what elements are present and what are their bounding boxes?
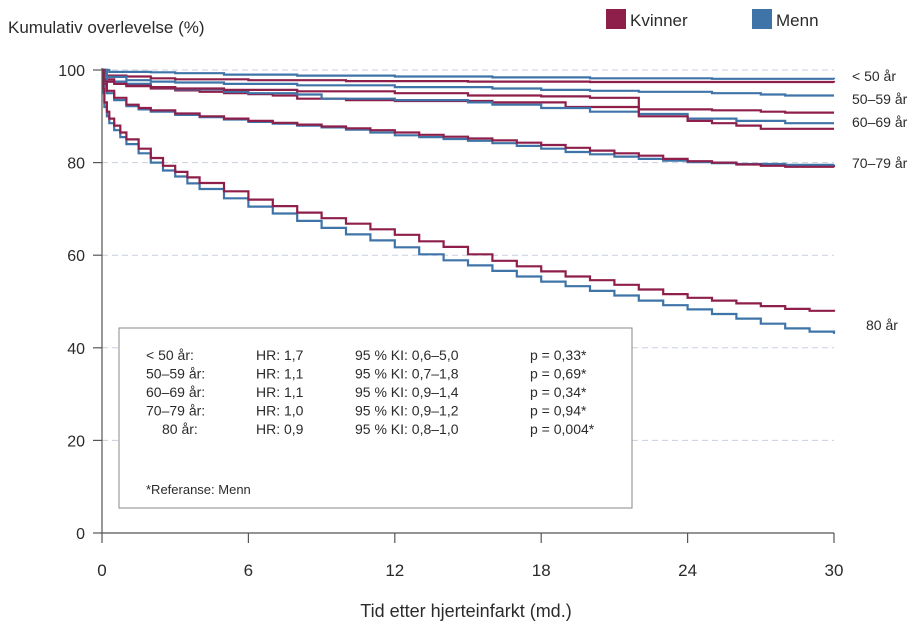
- x-axis-title: Tid etter hjerteinfarkt (md.): [360, 601, 571, 621]
- stats-group-3: 70–79 år:: [146, 403, 205, 419]
- stats-ci-2: 95 % KI: 0,9–1,4: [355, 384, 459, 400]
- y-tick-label-40: 40: [67, 341, 85, 358]
- legend: Kvinner Menn: [606, 9, 819, 30]
- y-axis-title: Kumulativ overlevelse (%): [8, 18, 205, 37]
- stats-p-1: p = 0,69*: [530, 366, 587, 382]
- stats-hr-3: HR: 1,0: [256, 403, 304, 419]
- stats-p-3: p = 0,94*: [530, 403, 587, 419]
- legend-swatch-kvinner: [606, 9, 626, 29]
- y-tick-label-0: 0: [76, 526, 85, 543]
- stats-ci-1: 95 % KI: 0,7–1,8: [355, 366, 459, 382]
- stats-p-2: p = 0,34*: [530, 384, 587, 400]
- group-label-1: 50–59 år: [852, 91, 908, 107]
- group-label-2: 60–69 år: [852, 114, 908, 130]
- y-tick-label-20: 20: [67, 433, 85, 450]
- axes: 0 20 40 60 80 100 0 6 12 18 24 30: [58, 63, 843, 580]
- stats-hr-1: HR: 1,1: [256, 366, 304, 382]
- stats-group-2: 60–69 år:: [146, 384, 205, 400]
- stats-hr-2: HR: 1,1: [256, 384, 304, 400]
- legend-label-menn: Menn: [776, 11, 819, 30]
- stats-p-0: p = 0,33*: [530, 347, 587, 363]
- stats-box-frame: [118, 327, 633, 509]
- x-tick-label-12: 12: [385, 561, 404, 580]
- survival-curves: [102, 68, 836, 334]
- x-tick-label-30: 30: [825, 561, 844, 580]
- group-label-4: 80 år: [866, 317, 898, 333]
- stats-ci-3: 95 % KI: 0,9–1,2: [355, 403, 459, 419]
- curve-kvinner-4: [102, 68, 836, 312]
- stats-group-1: 50–59 år:: [146, 366, 205, 382]
- stats-hr-4: HR: 0,9: [256, 421, 304, 437]
- y-tick-label-80: 80: [67, 156, 85, 173]
- legend-label-kvinner: Kvinner: [630, 11, 688, 30]
- x-tick-label-24: 24: [678, 561, 697, 580]
- stats-p-4: p = 0,004*: [530, 421, 595, 437]
- curve-kvinner-0: [102, 68, 836, 84]
- curve-kvinner-2: [102, 68, 834, 130]
- legend-swatch-menn: [752, 9, 772, 29]
- curve-menn-3: [102, 68, 836, 166]
- stats-ci-4: 95 % KI: 0,8–1,0: [355, 421, 459, 437]
- curve-menn-1: [102, 68, 834, 97]
- curve-menn-0: [102, 68, 836, 80]
- group-label-3: 70–79 år: [852, 155, 908, 171]
- x-tick-label-0: 0: [97, 561, 106, 580]
- group-label-0: < 50 år: [852, 68, 896, 84]
- group-labels: < 50 år 50–59 år 60–69 år 70–79 år 80 år: [852, 68, 908, 333]
- stats-box: *Referanse: Menn < 50 år: HR: 1,7 95 % KI:…: [118, 327, 633, 509]
- x-tick-label-18: 18: [532, 561, 551, 580]
- stats-ci-0: 95 % KI: 0,6–5,0: [355, 347, 459, 363]
- y-tick-label-100: 100: [58, 63, 85, 80]
- stats-group-4: 80 år:: [162, 421, 198, 437]
- curve-kvinner-3: [102, 68, 836, 168]
- y-tick-label-60: 60: [67, 248, 85, 265]
- x-tick-label-6: 6: [244, 561, 253, 580]
- stats-group-0: < 50 år:: [146, 347, 194, 363]
- stats-hr-0: HR: 1,7: [256, 347, 304, 363]
- stats-footnote: *Referanse: Menn: [146, 482, 251, 497]
